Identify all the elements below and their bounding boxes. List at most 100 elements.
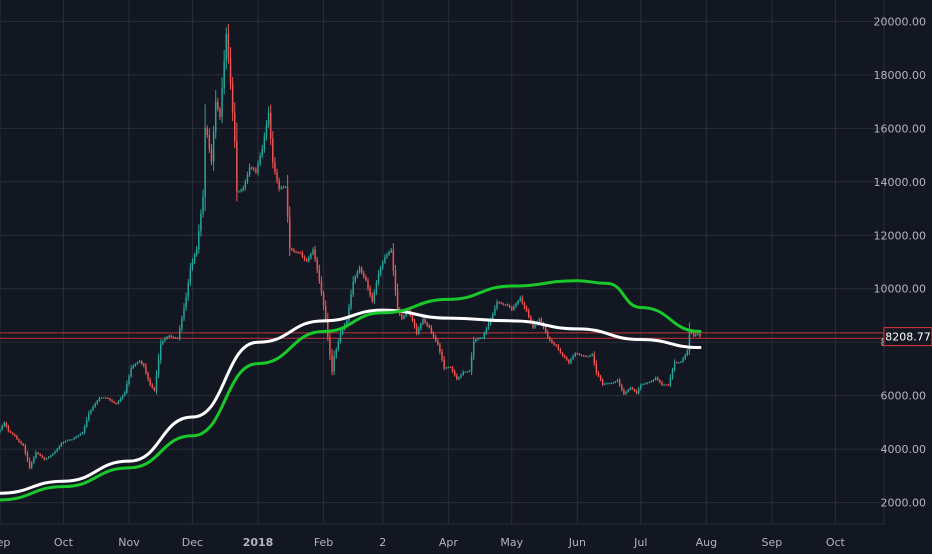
time-tick-label: 2 (379, 536, 386, 549)
candle-down (22, 443, 25, 446)
candle-up (130, 368, 132, 377)
candle-down (559, 349, 562, 353)
candle-down (295, 251, 297, 253)
candle-up (464, 371, 467, 373)
candle-up (375, 283, 378, 293)
candle-up (119, 398, 122, 402)
time-tick-label: Feb (314, 536, 333, 549)
candle-down (360, 268, 363, 273)
candle-up (608, 383, 610, 385)
candle-up (644, 383, 646, 385)
candle-down (41, 455, 44, 458)
candle-up (50, 455, 52, 457)
candle-up (673, 362, 676, 370)
candle-down (621, 385, 623, 390)
candle-down (555, 344, 557, 346)
candle-up (214, 101, 217, 133)
candle-up (240, 190, 242, 192)
candle-down (314, 249, 316, 260)
candle-down (227, 33, 230, 58)
candle-up (650, 381, 653, 383)
candle-up (261, 149, 263, 156)
candle-down (43, 457, 46, 460)
candle-up (614, 381, 617, 383)
candle-down (456, 375, 458, 380)
candle-down (525, 307, 528, 312)
candle-down (109, 398, 111, 401)
candle-up (265, 124, 268, 137)
candle-down (111, 400, 113, 402)
candle-up (242, 187, 244, 191)
candle-up (663, 384, 665, 386)
candle-down (229, 57, 232, 84)
candle-down (443, 359, 445, 369)
price-tick-label: 14000.00 (874, 176, 927, 189)
candle-up (225, 33, 228, 62)
candle-down (371, 295, 373, 302)
candle-down (170, 335, 173, 337)
candle-up (475, 339, 477, 342)
candle-up (212, 132, 215, 162)
candle-up (284, 186, 287, 188)
moving-average-green-line (0, 279, 702, 502)
candle-up (688, 330, 691, 351)
candle-up (138, 361, 141, 363)
candle-up (238, 191, 240, 193)
candle-down (113, 401, 115, 404)
price-tick-label: 2000.00 (881, 497, 927, 510)
candle-down (208, 135, 211, 150)
candle-down (428, 325, 431, 328)
candle-up (384, 257, 386, 263)
candle-up (246, 174, 249, 182)
candle-up (191, 261, 194, 269)
candle-down (618, 380, 621, 386)
candle-down (172, 336, 175, 338)
candle-down (367, 280, 369, 289)
candle-up (187, 282, 189, 297)
candle-up (79, 434, 82, 436)
candle-down (234, 112, 236, 142)
price-tick-label: 12000.00 (874, 229, 927, 242)
candle-up (682, 358, 684, 362)
candle-up (132, 365, 134, 369)
candle-up (54, 451, 56, 454)
candle-down (272, 138, 274, 163)
candle-down (269, 112, 272, 139)
candle-up (610, 383, 612, 385)
candle-up (695, 334, 697, 337)
candle-down (291, 248, 293, 250)
candle-up (223, 61, 225, 89)
candle-down (28, 460, 31, 468)
candle-up (377, 274, 380, 284)
candle-up (629, 387, 631, 390)
candle-up (481, 337, 483, 339)
candle-up (612, 382, 615, 384)
candle-up (591, 354, 593, 356)
candle-up (339, 333, 342, 342)
candle-up (646, 382, 648, 384)
candle-up (466, 371, 469, 373)
candle-up (124, 392, 126, 396)
time-axis[interactable]: Sep Oct Nov Dec 2018 Feb 2 Apr May Jun Jul Aug Sep Oc… (0, 536, 846, 549)
candle-down (149, 379, 151, 385)
candle-down (236, 141, 238, 192)
candle-up (159, 344, 162, 360)
candle-down (563, 355, 566, 358)
candle-up (0, 429, 1, 433)
candle-up (98, 398, 101, 401)
candle-up (697, 333, 699, 335)
candle-down (115, 403, 118, 405)
candle-up (60, 443, 63, 447)
candle-up (71, 439, 73, 441)
candle-down (318, 269, 321, 282)
candle-down (508, 305, 511, 308)
candle-up (616, 380, 619, 382)
candle-up (574, 353, 576, 357)
time-tick-label: Oct (54, 536, 74, 549)
candle-up (417, 328, 420, 334)
moving-average-white-line (0, 308, 702, 495)
candle-down (147, 373, 149, 380)
candle-down (26, 453, 29, 461)
